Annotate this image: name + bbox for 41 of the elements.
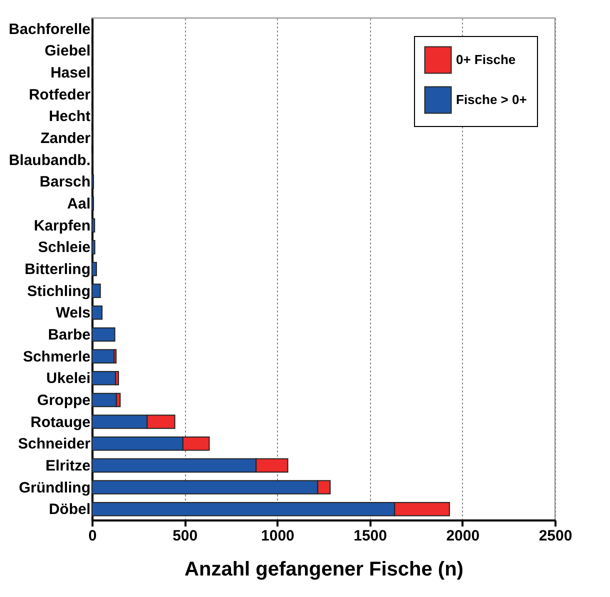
y-tick-label: Aal [67, 196, 90, 213]
y-tick-label: Ukelei [46, 370, 90, 388]
y-tick-label: Elritze [45, 457, 90, 474]
y-tick-label: Bitterling [24, 261, 90, 278]
y-tick-label: Hasel [50, 64, 90, 82]
y-tick-label: Barbe [48, 326, 90, 344]
bar [92, 327, 116, 342]
y-tick-label: Rotfeder [28, 86, 91, 104]
y-tick-label: Döbel [48, 501, 90, 518]
bar [92, 240, 96, 254]
bar [92, 218, 96, 232]
legend-label: Fische > 0+ [456, 92, 528, 107]
y-tick-label: Stichling [27, 282, 90, 300]
bar [92, 284, 101, 298]
y-tick-label: Schneider [18, 436, 91, 453]
x-tick-label: 2000 [446, 528, 480, 544]
x-tick-label: 500 [172, 528, 198, 544]
x-tick-label: 0 [88, 528, 97, 544]
bar [92, 370, 116, 386]
y-tick-label: Rotauge [30, 414, 90, 431]
x-tick-label: 1000 [261, 528, 294, 544]
y-tick-label: Groppe [37, 392, 90, 409]
y-tick-label: Blaubandb. [8, 152, 90, 169]
y-tick-label: Schmerle [22, 348, 90, 366]
y-tick-label: Schleie [38, 239, 90, 256]
legend-label: 0+ Fische [456, 52, 516, 67]
bar [92, 306, 102, 320]
bar [92, 349, 115, 364]
y-tick-label: Bachforelle [8, 20, 90, 38]
y-tick-label: Karpfen [34, 217, 90, 234]
y-tick-label: Zander [40, 130, 91, 148]
y-tick-label: Gründling [18, 479, 90, 496]
x-tick-label: 2500 [538, 528, 572, 544]
y-tick-label: Hecht [48, 108, 90, 126]
bar [92, 392, 117, 408]
y-tick-label: Barsch [40, 174, 90, 191]
x-tick-label: 1500 [354, 528, 387, 544]
bar [92, 262, 97, 276]
y-tick-label: Giebel [44, 42, 90, 60]
x-axis-title: Anzahl gefangener Fische (n) [184, 558, 464, 580]
y-tick-label: Wels [56, 304, 90, 322]
